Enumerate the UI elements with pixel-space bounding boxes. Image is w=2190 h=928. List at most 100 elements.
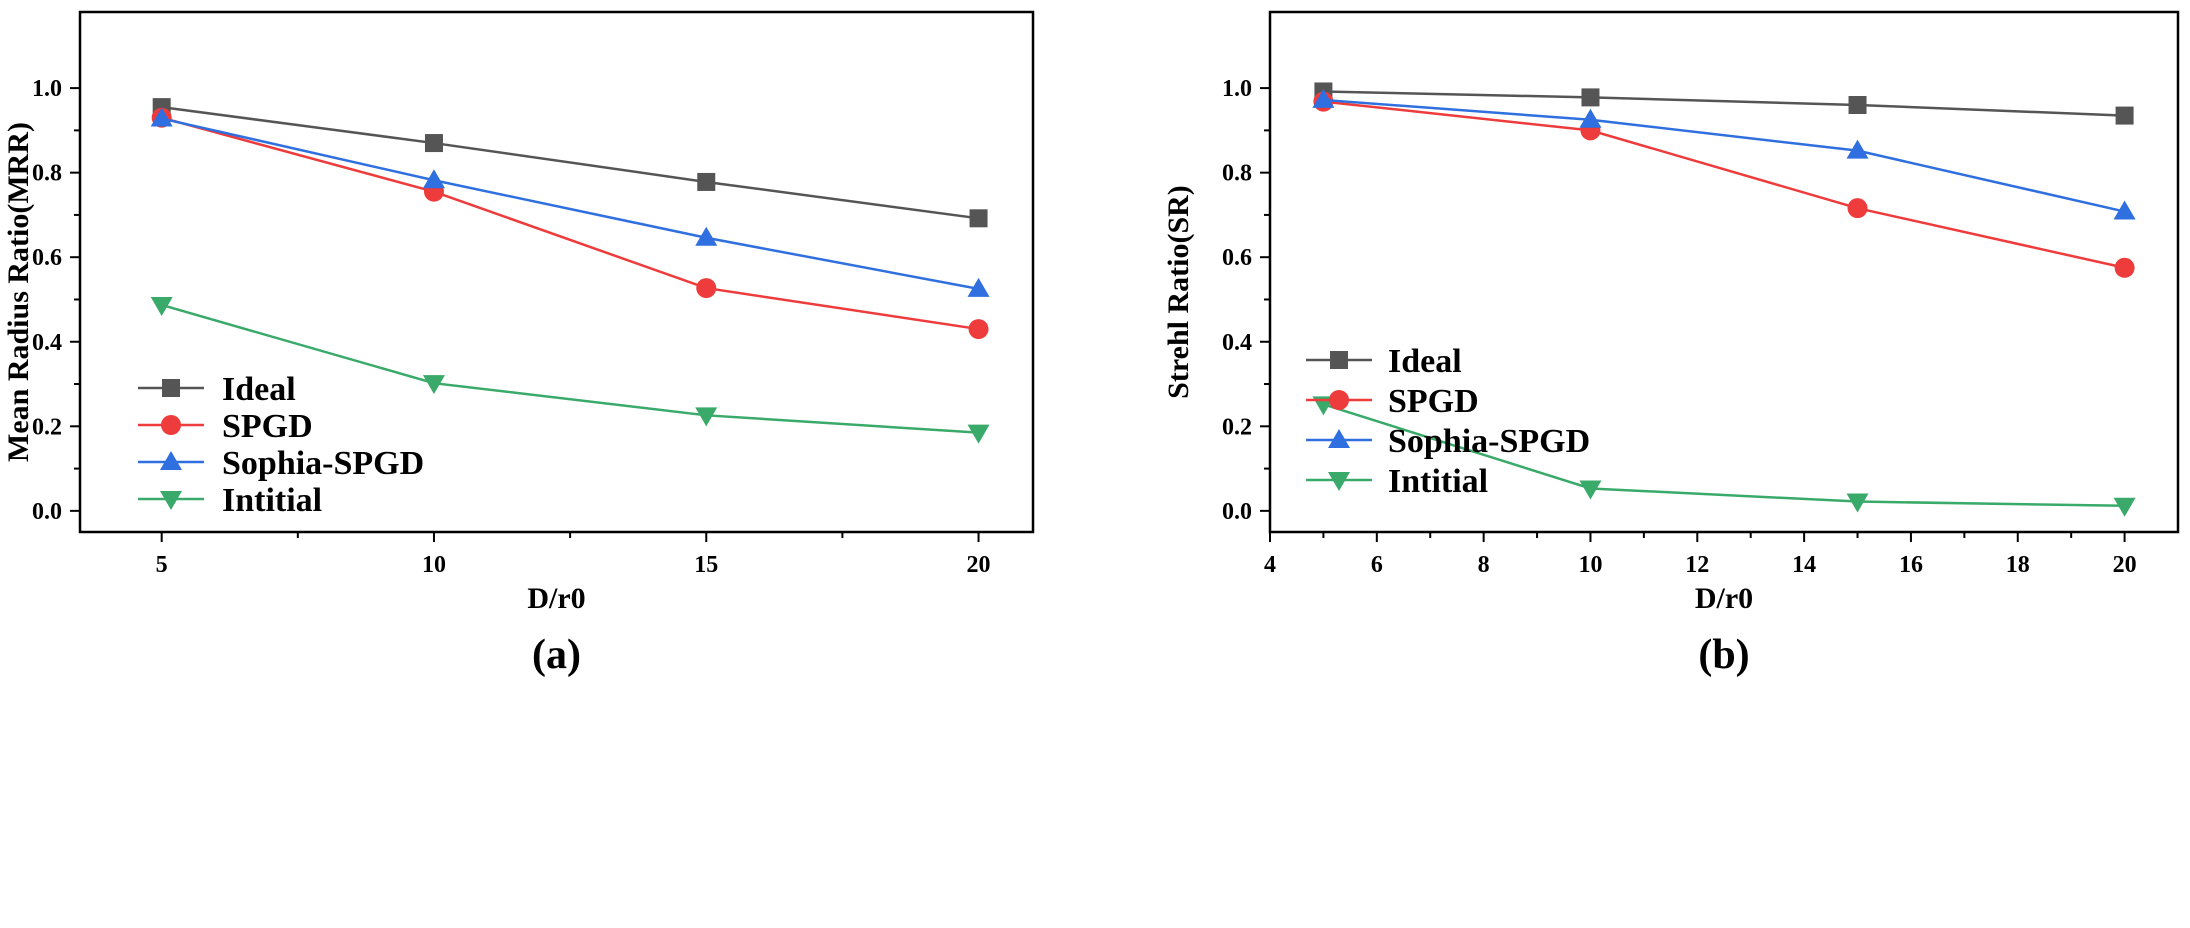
data-point bbox=[697, 172, 716, 191]
data-point bbox=[968, 319, 989, 340]
x-tick-label: 18 bbox=[2006, 552, 2030, 578]
series-line bbox=[1323, 98, 2125, 213]
plot-frame bbox=[1268, 10, 2180, 534]
series-intitial bbox=[150, 296, 990, 444]
data-point bbox=[969, 209, 988, 228]
legend-label: Intitial bbox=[222, 482, 322, 519]
legend-marker bbox=[160, 451, 182, 470]
legend-entry: SPGD bbox=[138, 408, 313, 445]
data-point bbox=[695, 407, 718, 427]
plot-frame bbox=[78, 10, 1035, 534]
legend-marker bbox=[1328, 429, 1350, 448]
data-point bbox=[967, 424, 990, 444]
series-sophia-spgd bbox=[150, 107, 990, 297]
series-line bbox=[1323, 100, 2125, 269]
data-point bbox=[1846, 493, 1869, 513]
legend-marker bbox=[160, 491, 182, 510]
legend-marker bbox=[161, 415, 181, 435]
data-point bbox=[150, 107, 173, 127]
data-point bbox=[424, 134, 443, 153]
panel-label: (a) bbox=[532, 632, 581, 678]
data-point bbox=[2113, 497, 2136, 517]
x-tick-label: 16 bbox=[1899, 552, 1923, 578]
data-point bbox=[422, 169, 445, 189]
legend-label: SPGD bbox=[222, 408, 313, 445]
x-tick-label: 14 bbox=[1792, 552, 1816, 578]
x-axis-title: D/r0 bbox=[1695, 582, 1753, 615]
x-tick-label: 12 bbox=[1685, 552, 1709, 578]
data-point bbox=[967, 277, 990, 297]
series-line bbox=[161, 303, 979, 434]
legend-entry: Ideal bbox=[1306, 343, 1462, 380]
legend-label: Sophia-SPGD bbox=[1388, 423, 1590, 460]
legend-entry: Sophia-SPGD bbox=[138, 445, 424, 482]
y-tick-label: 0.2 bbox=[32, 414, 62, 440]
series-sophia-spgd bbox=[1312, 88, 2136, 220]
y-tick-label: 0.4 bbox=[32, 330, 62, 356]
y-tick-label: 1.0 bbox=[32, 76, 62, 102]
legend-marker bbox=[162, 379, 180, 397]
data-point bbox=[1847, 198, 1868, 219]
data-point bbox=[696, 278, 717, 299]
y-tick-label: 0.0 bbox=[1222, 499, 1252, 525]
data-point bbox=[1848, 96, 1867, 115]
data-point bbox=[1579, 480, 1602, 500]
x-axis-title: D/r0 bbox=[527, 582, 585, 615]
y-tick-label: 1.0 bbox=[1222, 76, 1252, 102]
data-point bbox=[1312, 88, 1335, 108]
legend-label: Intitial bbox=[1388, 463, 1488, 500]
x-tick-label: 10 bbox=[1578, 552, 1602, 578]
y-tick-label: 0.0 bbox=[32, 499, 62, 525]
panel-label: (b) bbox=[1698, 632, 1749, 678]
data-point bbox=[1581, 88, 1600, 107]
data-point bbox=[2115, 106, 2134, 125]
legend-entry: SPGD bbox=[1306, 383, 1479, 420]
legend-marker bbox=[1330, 351, 1348, 369]
chart-panel-a: 5 10 15 20 0.0 0.2 0.4 0.6 0.8 1.0 D/r0 Mean Radius… bbox=[2, 10, 1035, 678]
legend-entry: Sophia-SPGD bbox=[1306, 423, 1590, 460]
series-line bbox=[161, 116, 979, 331]
x-tick-label: 4 bbox=[1264, 552, 1276, 578]
legend-entry: Ideal bbox=[138, 371, 296, 408]
chart-panel-b: 4 6 8 10 12 14 16 18 20 0.0 0.2 0.4 0.6 0.8 1.0 D/r0 Str… bbox=[1162, 10, 2180, 678]
legend-label: Sophia-SPGD bbox=[222, 445, 424, 482]
data-point bbox=[695, 226, 718, 246]
y-tick-label: 0.4 bbox=[1222, 330, 1252, 356]
data-point bbox=[150, 296, 173, 316]
series-line bbox=[1323, 90, 2125, 117]
x-tick-label: 8 bbox=[1478, 552, 1490, 578]
x-tick-label: 20 bbox=[2113, 552, 2137, 578]
series-line bbox=[1323, 403, 2125, 508]
y-axis-title: Mean Radius Ratio(MRR) bbox=[2, 122, 35, 462]
y-axis-title: Strehl Ratio(SR) bbox=[1162, 185, 1195, 399]
x-tick-label: 5 bbox=[156, 552, 168, 578]
y-tick-label: 0.8 bbox=[1222, 161, 1252, 187]
data-point bbox=[422, 375, 445, 395]
legend-label: SPGD bbox=[1388, 383, 1479, 420]
x-tick-label: 15 bbox=[694, 552, 718, 578]
legend-entry: Intitial bbox=[1306, 463, 1488, 500]
x-tick-label: 10 bbox=[422, 552, 446, 578]
series-line bbox=[161, 105, 979, 220]
legend-label: Ideal bbox=[222, 371, 296, 408]
legend-marker bbox=[1328, 472, 1350, 491]
data-point bbox=[1579, 108, 1602, 128]
y-tick-label: 0.6 bbox=[1222, 245, 1252, 271]
data-point bbox=[2113, 200, 2136, 220]
legend-entry: Intitial bbox=[138, 482, 322, 519]
x-tick-label: 20 bbox=[967, 552, 991, 578]
series-line bbox=[161, 117, 979, 291]
series-spgd bbox=[151, 107, 989, 340]
y-tick-label: 0.8 bbox=[32, 161, 62, 187]
y-tick-label: 0.2 bbox=[1222, 414, 1252, 440]
data-point bbox=[2114, 257, 2135, 278]
legend-label: Ideal bbox=[1388, 343, 1462, 380]
legend-marker bbox=[1329, 390, 1349, 410]
data-point bbox=[1846, 139, 1869, 159]
x-tick-label: 6 bbox=[1371, 552, 1383, 578]
series-ideal bbox=[1314, 82, 2134, 125]
y-tick-label: 0.6 bbox=[32, 245, 62, 271]
